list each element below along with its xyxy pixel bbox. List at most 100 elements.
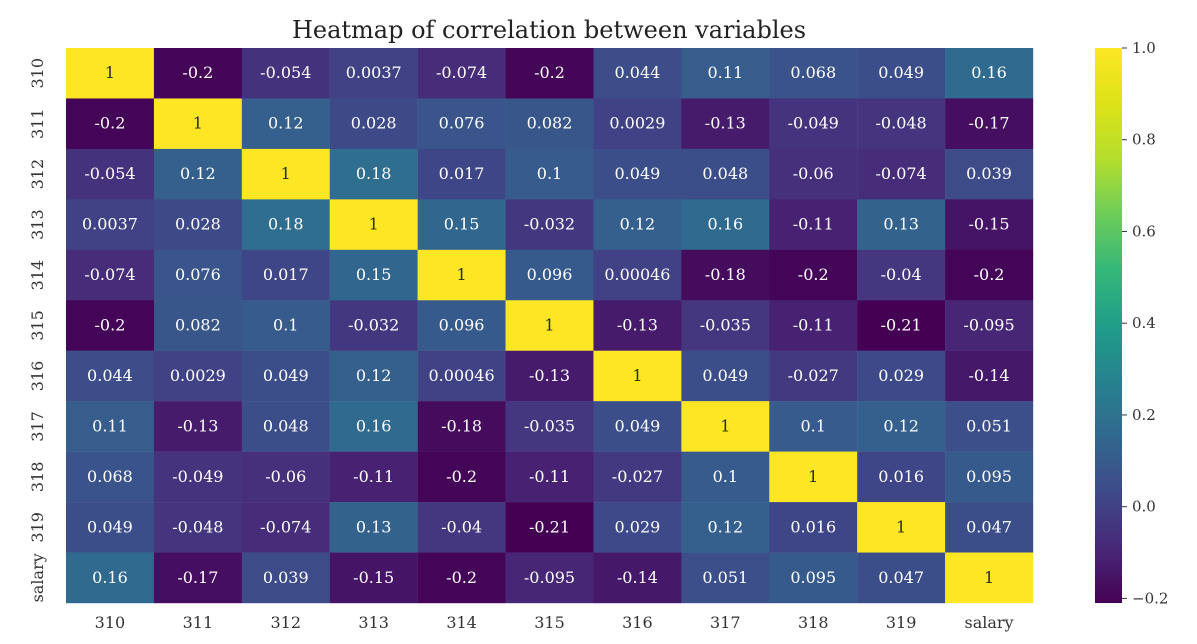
heatmap-cell-315-318 bbox=[769, 300, 858, 351]
heatmap-cell-318-318 bbox=[769, 451, 858, 503]
heatmap-cell-310-salary bbox=[945, 48, 1034, 99]
colorbar-tick-label-2: 0.6 bbox=[1132, 222, 1156, 240]
heatmap-cell-316-318 bbox=[769, 350, 858, 402]
heatmap-cell-318-310 bbox=[66, 451, 155, 503]
cell-value-label-318-313: -0.11 bbox=[353, 467, 394, 486]
heatmap-cell-319-311 bbox=[153, 502, 243, 553]
cell-value-label-315-salary: -0.095 bbox=[963, 316, 1014, 335]
heatmap-cell-314-317 bbox=[681, 249, 770, 301]
heatmap-cell-313-319 bbox=[857, 199, 946, 251]
heatmap-cell-310-310 bbox=[66, 48, 155, 99]
cell-value-label-319-319: 1 bbox=[896, 517, 906, 536]
cell-value-label-310-318: 0.068 bbox=[790, 63, 836, 82]
cell-value-label-310-319: 0.049 bbox=[878, 63, 924, 82]
heatmap-cell-310-312 bbox=[241, 48, 330, 99]
heatmap-cell-311-316 bbox=[593, 98, 682, 150]
heatmap-cell-311-317 bbox=[681, 98, 770, 150]
cell-value-label-316-311: 0.0029 bbox=[170, 366, 226, 385]
heatmap-cell-319-315 bbox=[505, 502, 594, 553]
heatmap-cell-313-313 bbox=[329, 199, 418, 251]
cell-value-label-313-318: -0.11 bbox=[793, 215, 834, 234]
heatmap-cell-310-319 bbox=[857, 48, 946, 99]
cell-value-label-317-317: 1 bbox=[720, 416, 730, 435]
cell-value-label-salary-319: 0.047 bbox=[878, 568, 924, 587]
row-label-312: 312 bbox=[28, 159, 47, 190]
heatmap-cell-311-318 bbox=[769, 98, 858, 150]
heatmap-cell-salary-317 bbox=[681, 552, 770, 604]
heatmap-cell-312-311 bbox=[153, 148, 243, 200]
heatmap-cell-salary-312 bbox=[241, 552, 330, 604]
heatmap-cell-316-314 bbox=[417, 350, 506, 402]
cell-value-label-314-318: -0.2 bbox=[798, 265, 829, 284]
cell-value-label-314-316: 0.00046 bbox=[604, 265, 670, 284]
cell-value-label-311-315: 0.082 bbox=[527, 114, 573, 133]
cell-value-label-312-314: 0.017 bbox=[439, 164, 485, 183]
heatmap-cell-313-317 bbox=[681, 199, 770, 251]
heatmap-cell-317-311 bbox=[153, 401, 243, 452]
colorbar: 1.0 0.8 0.6 0.4 0.2 0.0 −0.2 bbox=[1095, 39, 1168, 607]
heatmap-cell-311-313 bbox=[329, 98, 418, 150]
heatmap-cells bbox=[66, 48, 1034, 604]
cell-value-label-310-312: -0.054 bbox=[260, 63, 311, 82]
heatmap-cell-318-317 bbox=[681, 451, 770, 503]
row-label-318: 318 bbox=[28, 462, 47, 493]
cell-value-label-318-318: 1 bbox=[808, 467, 818, 486]
heatmap-cell-314-319 bbox=[857, 249, 946, 301]
heatmap-cell-311-319 bbox=[857, 98, 946, 150]
column-tick-labels: 310 311 312 313 314 315 316 317 318 319 salary bbox=[95, 613, 1014, 632]
row-label-310: 310 bbox=[28, 58, 47, 89]
cell-value-label-318-310: 0.068 bbox=[87, 467, 133, 486]
row-label-317: 317 bbox=[28, 411, 47, 442]
colorbar-tick-label-3: 0.4 bbox=[1132, 314, 1156, 332]
column-label-salary: salary bbox=[964, 613, 1013, 632]
cell-value-label-317-316: 0.049 bbox=[615, 416, 661, 435]
heatmap-cell-318-316 bbox=[593, 451, 682, 503]
cell-value-label-317-311: -0.13 bbox=[177, 416, 218, 435]
cell-value-label-314-311: 0.076 bbox=[175, 265, 221, 284]
cell-value-label-310-310: 1 bbox=[105, 63, 115, 82]
heatmap-cell-313-315 bbox=[505, 199, 594, 251]
column-label-318: 318 bbox=[798, 613, 829, 632]
heatmap-cell-315-312 bbox=[241, 300, 330, 351]
heatmap-cell-312-314 bbox=[417, 148, 506, 200]
heatmap-cell-318-311 bbox=[153, 451, 243, 503]
cell-value-label-316-316: 1 bbox=[632, 366, 642, 385]
cell-value-label-313-311: 0.028 bbox=[175, 215, 221, 234]
cell-value-label-312-salary: 0.039 bbox=[966, 164, 1012, 183]
cell-value-label-319-311: -0.048 bbox=[172, 517, 223, 536]
heatmap-cell-310-314 bbox=[417, 48, 506, 99]
heatmap-cell-310-318 bbox=[769, 48, 858, 99]
cell-value-label-salary-314: -0.2 bbox=[446, 568, 477, 587]
cell-value-label-315-317: -0.035 bbox=[700, 316, 751, 335]
heatmap-cell-319-313 bbox=[329, 502, 418, 553]
column-label-312: 312 bbox=[270, 613, 301, 632]
heatmap-cell-salary-319 bbox=[857, 552, 946, 604]
cell-value-label-315-312: 0.1 bbox=[273, 316, 298, 335]
column-label-314: 314 bbox=[446, 613, 477, 632]
cell-value-label-salary-313: -0.15 bbox=[353, 568, 394, 587]
cell-value-label-316-314: 0.00046 bbox=[429, 366, 495, 385]
cell-value-label-317-310: 0.11 bbox=[92, 416, 128, 435]
cell-value-label-316-319: 0.029 bbox=[878, 366, 924, 385]
heatmap-cell-314-salary bbox=[945, 249, 1034, 301]
cell-value-label-317-318: 0.1 bbox=[801, 416, 826, 435]
cell-value-label-312-312: 1 bbox=[281, 164, 291, 183]
heatmap-cell-316-319 bbox=[857, 350, 946, 402]
cell-value-label-319-316: 0.029 bbox=[615, 517, 661, 536]
cell-value-label-310-salary: 0.16 bbox=[971, 63, 1007, 82]
heatmap-cell-317-313 bbox=[329, 401, 418, 452]
chart-title: Heatmap of correlation between variables bbox=[292, 16, 806, 44]
heatmap-cell-318-salary bbox=[945, 451, 1034, 503]
heatmap-cell-316-311 bbox=[153, 350, 243, 402]
cell-value-label-318-315: -0.11 bbox=[529, 467, 570, 486]
cell-value-label-314-313: 0.15 bbox=[356, 265, 392, 284]
heatmap-cell-314-318 bbox=[769, 249, 858, 301]
heatmap-cell-313-318 bbox=[769, 199, 858, 251]
heatmap-cell-319-317 bbox=[681, 502, 770, 553]
cell-value-label-316-310: 0.044 bbox=[87, 366, 133, 385]
heatmap-cell-319-316 bbox=[593, 502, 682, 553]
cell-value-label-311-310: -0.2 bbox=[95, 114, 126, 133]
cell-value-label-316-315: -0.13 bbox=[529, 366, 570, 385]
heatmap-cell-312-312 bbox=[241, 148, 330, 200]
